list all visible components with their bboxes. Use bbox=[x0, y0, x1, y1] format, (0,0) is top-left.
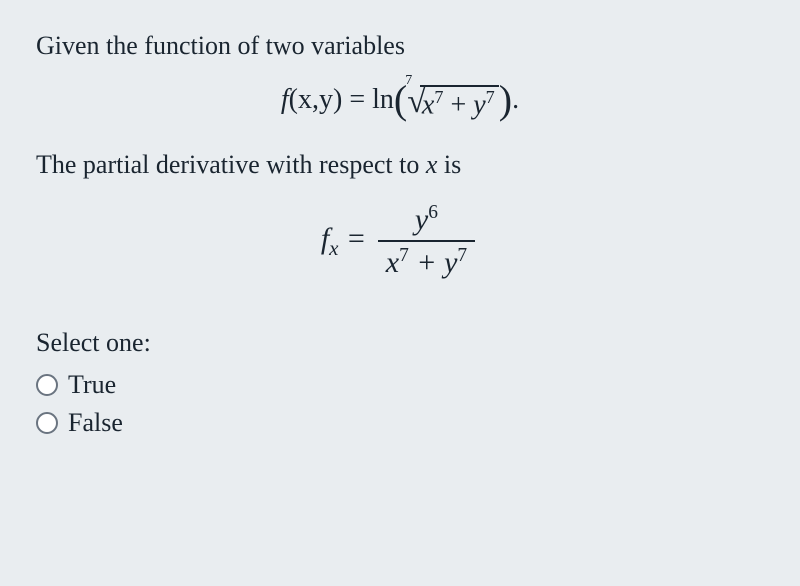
eq2-fraction: y6x7 + y7 bbox=[378, 202, 475, 280]
equation-1: f(x,y) = ln(7√x7 + y7). bbox=[36, 78, 764, 125]
eq1-period: . bbox=[512, 84, 519, 115]
equation-2: fx = y6x7 + y7 bbox=[36, 202, 764, 280]
eq2-lhs-sub: x bbox=[329, 236, 338, 260]
eq2-numerator: y6 bbox=[378, 202, 475, 242]
eq1-radical: 7√x7 + y7 bbox=[407, 83, 499, 121]
eq2-denominator: x7 + y7 bbox=[378, 242, 475, 280]
eq2-eq-sign: = bbox=[339, 222, 374, 255]
eq2-num-base: y bbox=[415, 203, 428, 236]
option-label: True bbox=[68, 370, 116, 400]
eq2-den-x-exp: 7 bbox=[399, 245, 409, 266]
eq1-radicand-x: x bbox=[422, 89, 434, 120]
eq2-lhs-func: f bbox=[321, 222, 329, 255]
statement-text: The partial derivative with respect to bbox=[36, 150, 426, 179]
eq2-den-x: x bbox=[386, 246, 399, 279]
statement-tail: is bbox=[437, 150, 461, 179]
option-true[interactable]: True bbox=[36, 370, 764, 400]
question-statement: The partial derivative with respect to x… bbox=[36, 147, 764, 183]
eq1-lhs-func: f bbox=[281, 84, 289, 115]
eq1-eq-sign: = bbox=[342, 84, 372, 115]
answer-prompt: Select one: bbox=[36, 328, 764, 358]
eq1-root-index: 7 bbox=[405, 73, 412, 89]
eq1-plus: + bbox=[443, 89, 473, 120]
question-intro: Given the function of two variables bbox=[36, 28, 764, 64]
eq2-num-exp: 6 bbox=[428, 202, 438, 223]
statement-var: x bbox=[426, 150, 438, 179]
radio-icon[interactable] bbox=[36, 374, 58, 396]
eq1-radicand: x7 + y7 bbox=[420, 85, 499, 121]
eq1-lhs-args: (x,y) bbox=[289, 84, 343, 115]
eq1-ln: ln bbox=[372, 84, 394, 115]
eq1-close-paren: ) bbox=[499, 77, 512, 122]
eq1-radicand-y: y bbox=[473, 89, 485, 120]
option-false[interactable]: False bbox=[36, 408, 764, 438]
radio-icon[interactable] bbox=[36, 412, 58, 434]
options-list: True False bbox=[36, 370, 764, 438]
eq2-plus: + bbox=[409, 246, 444, 279]
eq2-den-y-exp: 7 bbox=[457, 245, 467, 266]
eq1-radicand-y-exp: 7 bbox=[486, 87, 495, 107]
option-label: False bbox=[68, 408, 123, 438]
eq2-den-y: y bbox=[444, 246, 457, 279]
